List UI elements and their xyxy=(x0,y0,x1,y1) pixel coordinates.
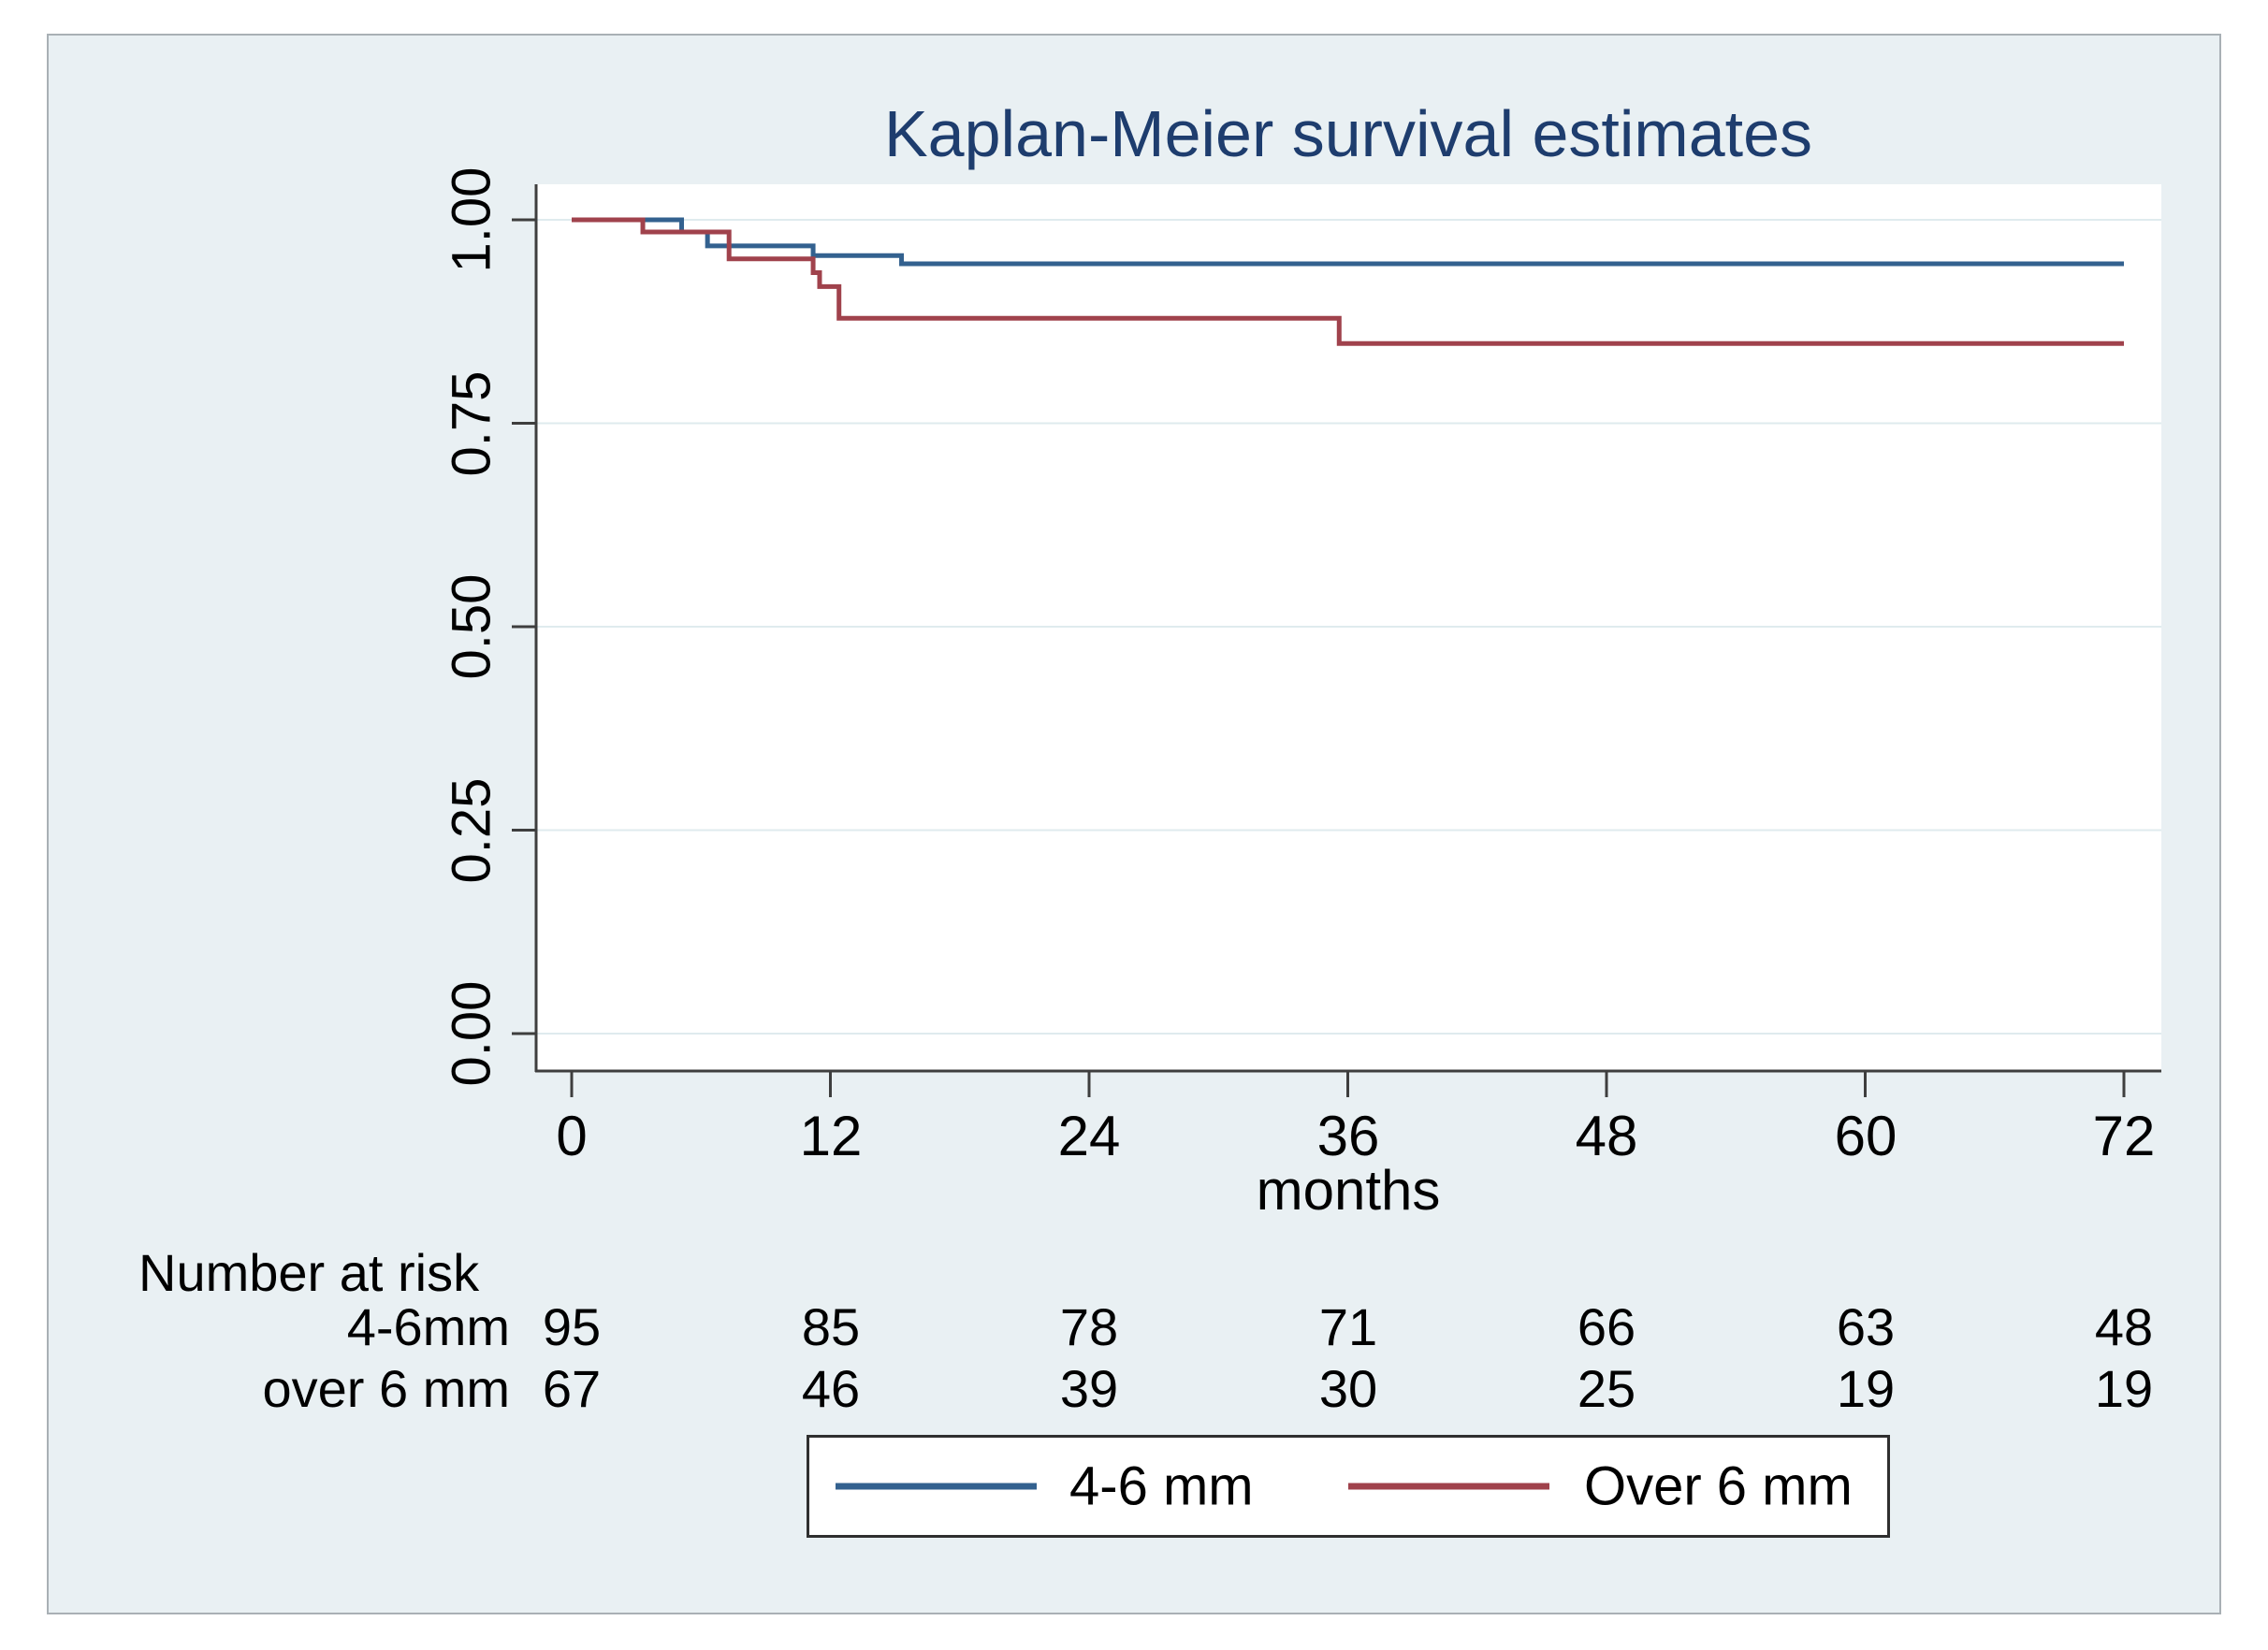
risk-cell: 30 xyxy=(1318,1359,1378,1418)
x-tick-label-48: 48 xyxy=(1575,1105,1638,1167)
risk-cell: 78 xyxy=(1059,1297,1119,1356)
legend: 4-6 mm Over 6 mm xyxy=(807,1435,1890,1538)
x-tick-label-24: 24 xyxy=(1057,1105,1121,1167)
risk-table-heading: Number at risk xyxy=(138,1243,480,1302)
y-tick-label-0.00: 0.00 xyxy=(441,980,502,1087)
risk-cell: 85 xyxy=(801,1297,861,1356)
risk-cell: 71 xyxy=(1318,1297,1378,1356)
gridlines xyxy=(536,219,2161,1035)
risk-cell: 67 xyxy=(542,1359,602,1418)
risk-row-label-4-6mm: 4-6mm xyxy=(346,1297,510,1356)
x-tick-label-36: 36 xyxy=(1316,1105,1380,1167)
legend-swatch-4-6mm xyxy=(836,1483,1037,1490)
x-tick-label-72: 72 xyxy=(2092,1105,2156,1167)
x-tick-label-0: 0 xyxy=(556,1105,588,1167)
y-tick-label-0.25: 0.25 xyxy=(441,777,502,884)
risk-cell: 19 xyxy=(1836,1359,1896,1418)
y-tick-label-0.75: 0.75 xyxy=(441,370,502,477)
tick-marks xyxy=(512,218,2126,1097)
survival-curve-4-6mm xyxy=(572,217,2124,267)
legend-label-4-6mm: 4-6 mm xyxy=(1069,1455,1254,1517)
y-tick-label-1.00: 1.00 xyxy=(441,166,502,273)
x-tick-label-60: 60 xyxy=(1834,1105,1897,1167)
risk-cell: 25 xyxy=(1577,1359,1636,1418)
risk-cell: 95 xyxy=(542,1297,602,1356)
legend-swatch-over-6mm xyxy=(1348,1483,1549,1490)
risk-cell: 46 xyxy=(801,1359,861,1418)
x-axis-title: months xyxy=(1256,1159,1441,1222)
risk-cell: 19 xyxy=(2094,1359,2154,1418)
x-tick-label-12: 12 xyxy=(799,1105,863,1167)
risk-cell: 63 xyxy=(1836,1297,1896,1356)
risk-cell: 66 xyxy=(1577,1297,1636,1356)
survival-curve-over-6mm xyxy=(572,217,2124,346)
risk-cell: 48 xyxy=(2094,1297,2154,1356)
legend-label-over-6mm: Over 6 mm xyxy=(1584,1455,1853,1517)
chart-title: Kaplan-Meier survival estimates xyxy=(883,97,1813,170)
y-tick-label-0.50: 0.50 xyxy=(441,573,502,680)
risk-cell: 39 xyxy=(1059,1359,1119,1418)
risk-row-label-over-6mm: over 6 mm xyxy=(262,1359,511,1418)
